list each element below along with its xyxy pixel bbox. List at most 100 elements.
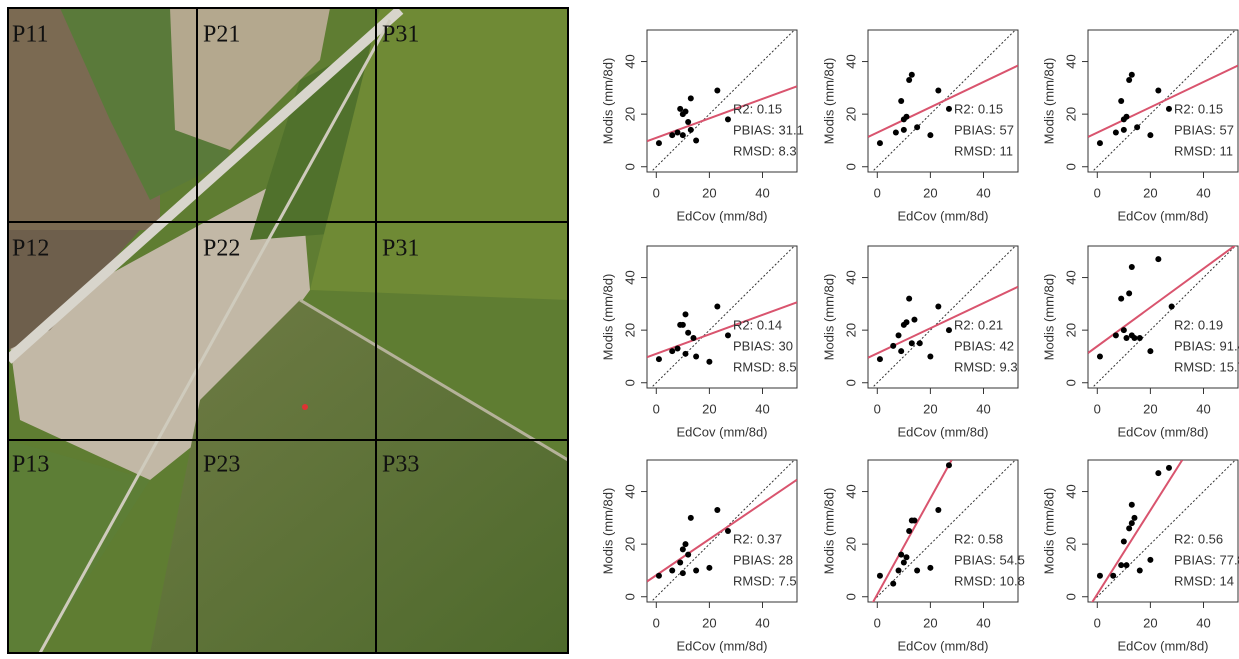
x-tick-label: 0	[1094, 185, 1101, 200]
point	[876, 356, 883, 363]
y-axis-label: Modis (mm/8d)	[600, 58, 615, 145]
x-axis-label: EdCov (mm/8d)	[1117, 424, 1208, 439]
point	[1096, 353, 1103, 360]
point	[1112, 129, 1119, 136]
y-axis-label: Modis (mm/8d)	[821, 274, 836, 361]
x-axis-label: EdCov (mm/8d)	[676, 638, 767, 653]
y-axis-label: Modis (mm/8d)	[600, 274, 615, 361]
point	[1126, 76, 1133, 83]
y-tick-label: 0	[622, 379, 637, 386]
point	[914, 567, 921, 574]
point	[903, 319, 910, 326]
point	[685, 119, 692, 126]
cell-label: P31	[382, 22, 419, 48]
point	[1147, 556, 1154, 563]
x-axis-label: EdCov (mm/8d)	[1117, 208, 1208, 223]
cell-label: P22	[203, 236, 240, 262]
cell-label: P11	[12, 22, 48, 48]
point	[945, 105, 952, 112]
point	[1112, 332, 1119, 339]
point	[1136, 567, 1143, 574]
point	[682, 350, 689, 357]
annotation: PBIAS: 42	[954, 338, 1014, 353]
point	[1128, 264, 1135, 271]
x-tick-label: 40	[1196, 401, 1210, 416]
x-tick-label: 40	[755, 615, 769, 630]
y-tick-label: 40	[1063, 270, 1078, 284]
annotation: R2: 0.58	[954, 531, 1003, 546]
x-tick-label: 20	[923, 185, 937, 200]
cell-label: P31	[382, 236, 419, 262]
plot-frame	[646, 29, 798, 173]
point	[1120, 327, 1127, 334]
x-tick-label: 40	[976, 401, 990, 416]
point	[876, 140, 883, 147]
y-tick-label: 0	[843, 593, 858, 600]
point	[935, 303, 942, 310]
point	[1131, 514, 1138, 521]
plot-frame	[1087, 245, 1239, 389]
x-axis-label: EdCov (mm/8d)	[897, 638, 988, 653]
x-tick-label: 20	[1143, 615, 1157, 630]
y-tick-label: 0	[843, 163, 858, 170]
point	[906, 295, 913, 302]
point	[908, 340, 915, 347]
x-tick-label: 20	[702, 615, 716, 630]
fit-line	[868, 64, 1018, 138]
point	[1128, 71, 1135, 78]
point	[906, 76, 913, 83]
point	[1147, 348, 1154, 355]
point	[935, 506, 942, 513]
point	[1155, 87, 1162, 94]
cell-label: P21	[203, 22, 240, 48]
x-axis-label: EdCov (mm/8d)	[897, 208, 988, 223]
point	[1120, 538, 1127, 545]
x-tick-label: 0	[653, 401, 660, 416]
plot-frame	[867, 245, 1019, 389]
point	[1123, 335, 1130, 342]
annotation: RMSD: 11	[954, 143, 1013, 158]
y-axis-label: Modis (mm/8d)	[1041, 274, 1056, 361]
point	[693, 137, 700, 144]
point	[724, 116, 731, 123]
annotation: R2: 0.14	[733, 317, 782, 332]
x-tick-label: 0	[1094, 615, 1101, 630]
y-tick-label: 40	[843, 54, 858, 68]
point	[892, 129, 899, 136]
annotation: R2: 0.37	[733, 531, 782, 546]
x-tick-label: 40	[976, 615, 990, 630]
point	[655, 572, 662, 579]
identity-line	[871, 460, 1017, 602]
x-tick-label: 40	[976, 185, 990, 200]
x-tick-label: 20	[702, 401, 716, 416]
y-tick-label: 20	[622, 323, 637, 337]
annotation: RMSD: 10.8	[954, 573, 1025, 588]
y-axis-label: Modis (mm/8d)	[1041, 58, 1056, 145]
x-tick-label: 40	[1196, 185, 1210, 200]
y-tick-label: 0	[1063, 593, 1078, 600]
x-axis-label: EdCov (mm/8d)	[676, 424, 767, 439]
y-tick-label: 40	[622, 270, 637, 284]
x-tick-label: 0	[1094, 401, 1101, 416]
point	[1118, 295, 1125, 302]
y-tick-label: 40	[1063, 484, 1078, 498]
y-tick-label: 40	[1063, 54, 1078, 68]
x-tick-label: 0	[874, 185, 881, 200]
y-tick-label: 20	[843, 537, 858, 551]
point	[895, 332, 902, 339]
y-axis-label: Modis (mm/8d)	[821, 58, 836, 145]
point	[693, 567, 700, 574]
fit-line	[1088, 246, 1237, 354]
point	[679, 321, 686, 328]
point	[945, 327, 952, 334]
point	[898, 551, 905, 558]
point	[916, 340, 923, 347]
x-tick-label: 0	[874, 615, 881, 630]
point	[655, 356, 662, 363]
cell-label: P33	[382, 452, 419, 478]
x-tick-label: 0	[653, 615, 660, 630]
identity-line	[1091, 460, 1237, 602]
point	[890, 342, 897, 349]
point	[685, 551, 692, 558]
image-frame	[7, 7, 569, 654]
